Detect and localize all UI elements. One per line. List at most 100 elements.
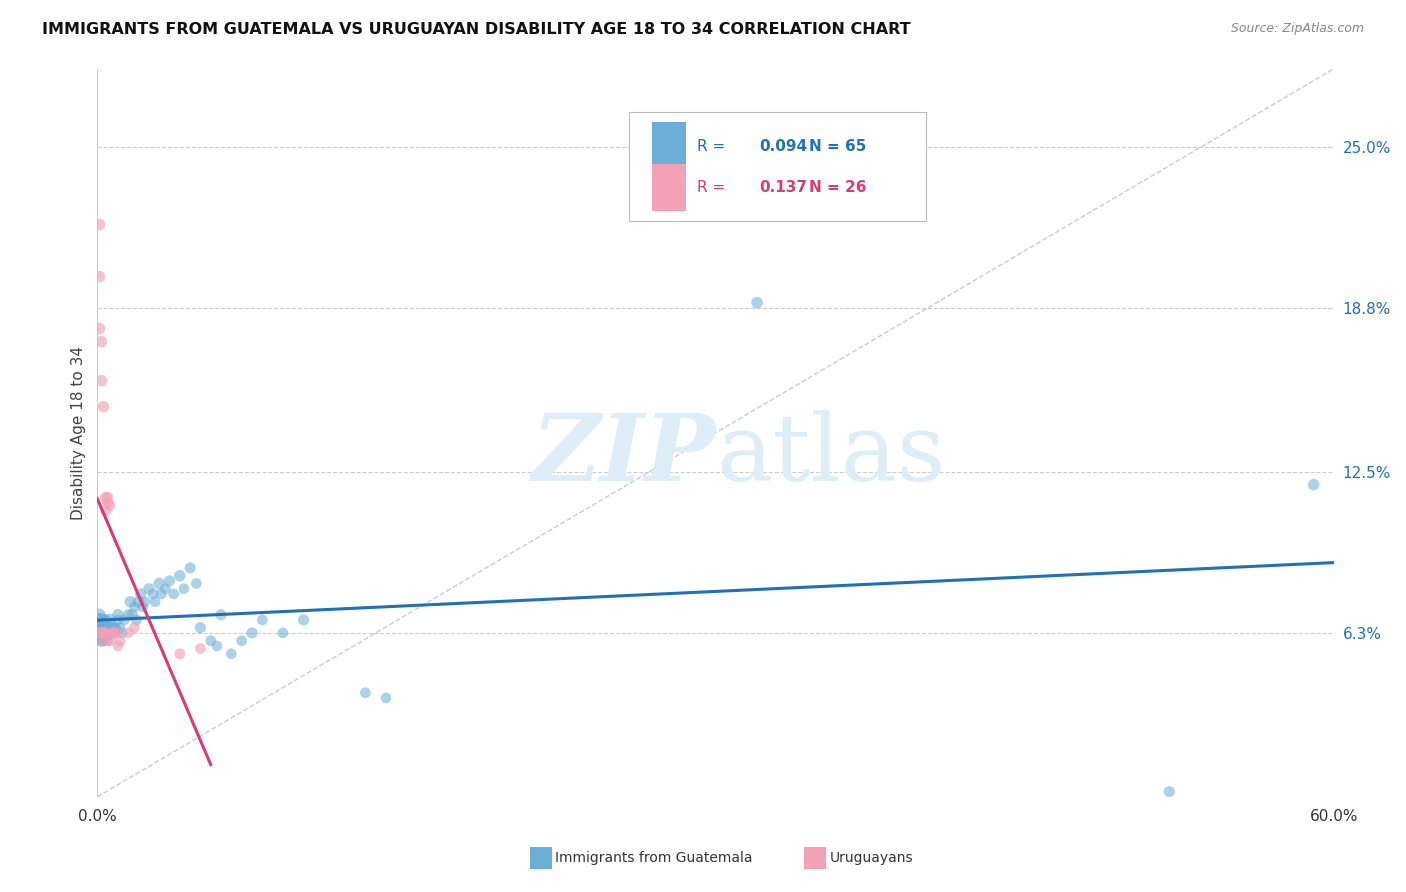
Point (375, 690, 398, 705)
Bar (651, 164, 686, 211)
Point (94, 491, 117, 505)
Point (209, 607, 232, 622)
Text: IMMIGRANTS FROM GUATEMALA VS URUGUAYAN DISABILITY AGE 18 TO 34 CORRELATION CHART: IMMIGRANTS FROM GUATEMALA VS URUGUAYAN D… (42, 22, 911, 37)
Point (90, 334, 112, 349)
Point (186, 576, 208, 591)
Point (128, 595, 150, 609)
Point (93, 633, 115, 648)
Point (93, 626, 115, 640)
Point (200, 633, 222, 648)
Point (94, 626, 117, 640)
Point (97, 491, 120, 505)
Point (134, 595, 156, 609)
Point (90, 626, 112, 640)
Point (98, 499, 121, 513)
Point (150, 587, 173, 601)
Point (90, 633, 112, 648)
Bar (651, 122, 686, 169)
Point (103, 626, 125, 640)
Point (89, 626, 111, 640)
Point (103, 621, 125, 635)
Point (93, 626, 115, 640)
Point (89, 613, 111, 627)
Point (179, 561, 201, 575)
Point (104, 621, 127, 635)
Point (89, 607, 111, 622)
Point (104, 626, 127, 640)
Point (745, 295, 768, 310)
Point (89, 269, 111, 284)
Point (124, 621, 146, 635)
Point (292, 613, 315, 627)
Point (354, 686, 377, 700)
Text: 60.0%: 60.0% (1310, 809, 1358, 824)
Point (111, 626, 134, 640)
Point (120, 595, 142, 609)
Point (94, 621, 117, 635)
Point (103, 626, 125, 640)
Point (108, 633, 131, 648)
Point (93, 621, 115, 635)
Point (240, 626, 263, 640)
Point (173, 582, 195, 596)
Point (90, 621, 112, 635)
Text: ZIP: ZIP (531, 409, 716, 500)
Point (94, 626, 117, 640)
Point (97, 626, 120, 640)
Point (125, 613, 148, 627)
Point (131, 599, 153, 614)
Point (271, 626, 294, 640)
Point (89, 218, 111, 232)
Point (1159, 784, 1181, 798)
Text: N = 65: N = 65 (808, 138, 866, 153)
Point (1302, 477, 1324, 491)
Point (129, 587, 152, 601)
Point (121, 607, 143, 622)
Point (93, 400, 115, 414)
Text: 0.137: 0.137 (759, 180, 807, 195)
Point (89, 321, 111, 335)
Point (148, 576, 170, 591)
Point (101, 621, 124, 635)
Point (93, 613, 115, 627)
Point (138, 582, 160, 596)
Point (98, 613, 121, 627)
Point (231, 633, 253, 648)
Point (252, 613, 274, 627)
Point (169, 568, 191, 582)
Point (107, 613, 129, 627)
FancyBboxPatch shape (630, 112, 927, 221)
Point (124, 599, 146, 614)
Text: 0.094: 0.094 (759, 138, 807, 153)
Text: 0.0%: 0.0% (77, 809, 117, 824)
Text: R =: R = (697, 138, 725, 153)
Point (101, 626, 124, 640)
Point (94, 504, 117, 518)
Point (90, 626, 112, 640)
Point (98, 626, 121, 640)
Point (221, 647, 243, 661)
Point (107, 639, 129, 653)
Point (117, 626, 139, 640)
Point (97, 633, 120, 648)
Point (94, 613, 117, 627)
Point (155, 582, 177, 596)
Point (98, 633, 121, 648)
Text: Uruguayans: Uruguayans (830, 851, 912, 865)
Text: R =: R = (697, 180, 725, 195)
Point (90, 613, 112, 627)
Point (101, 626, 124, 640)
Point (93, 633, 115, 648)
Point (108, 621, 131, 635)
Point (97, 496, 120, 510)
Point (159, 574, 181, 588)
Text: Immigrants from Guatemala: Immigrants from Guatemala (555, 851, 752, 865)
Text: Source: ZipAtlas.com: Source: ZipAtlas.com (1230, 22, 1364, 36)
Point (117, 607, 139, 622)
Point (205, 639, 228, 653)
Y-axis label: Disability Age 18 to 34: Disability Age 18 to 34 (72, 346, 86, 520)
Point (190, 621, 212, 635)
Point (97, 621, 120, 635)
Point (143, 595, 166, 609)
Point (89, 626, 111, 640)
